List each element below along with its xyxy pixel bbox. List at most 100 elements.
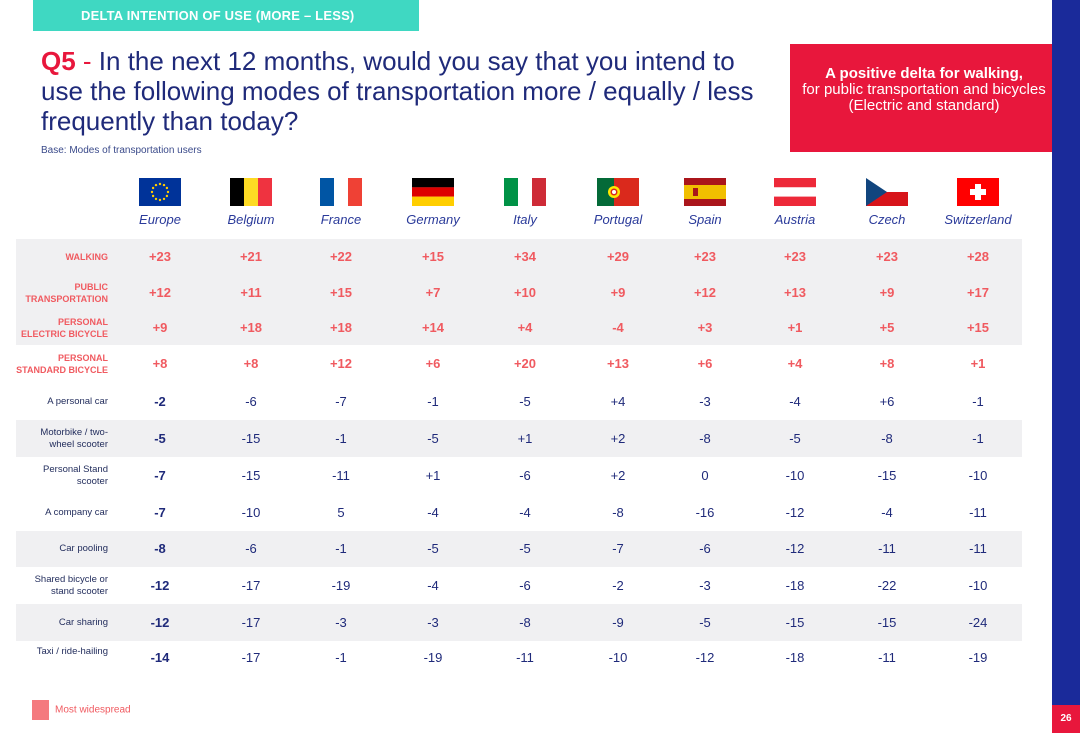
table-cell: +13 [783, 284, 807, 300]
country-name: Portugal [593, 212, 643, 227]
country-column-header: Switzerland [938, 178, 1018, 227]
country-name: Italy [513, 212, 537, 227]
country-column-header: Italy [485, 178, 565, 227]
table-cell: -14 [150, 650, 170, 665]
table-cell: -5 [154, 430, 166, 446]
table-cell: +15 [421, 249, 445, 264]
table-cell: -4 [427, 504, 439, 520]
table-cell: -5 [789, 430, 801, 446]
row-label: WALKING [65, 252, 109, 262]
question-dash: - [75, 46, 99, 76]
row-label: PERSONAL STANDARD BICYCLE [16, 353, 108, 375]
table-cell: +2 [610, 430, 626, 446]
table-row: Car sharing -12 -17 -3 -3 -8 -9 -5 -15 -15 -24 [16, 604, 1022, 641]
table-cell: +15 [966, 319, 990, 335]
table-cell: -1 [335, 541, 347, 556]
table-cell: +23 [148, 249, 172, 264]
table-cell: -5 [427, 541, 439, 556]
table-cell: -24 [968, 614, 988, 630]
country-column-header: Belgium [211, 178, 291, 227]
table-cell: +34 [513, 249, 537, 264]
country-name: Czech [868, 212, 906, 227]
table-cell: -18 [785, 650, 805, 665]
country-column-header: Germany [393, 178, 473, 227]
table-cell: -8 [154, 541, 166, 556]
table-cell: -11 [332, 467, 350, 483]
country-name: Austria [774, 212, 816, 227]
country-header: Europe Belgium France Germany Italy Portugal S… [0, 178, 1030, 234]
row-label: A company car [45, 506, 108, 518]
table-cell: -7 [154, 467, 166, 483]
table-cell: +6 [697, 356, 713, 371]
country-name: Germany [406, 212, 460, 227]
table-cell: +9 [610, 284, 626, 300]
table-cell: +14 [421, 319, 445, 335]
table-cell: +28 [966, 249, 990, 264]
table-cell: -12 [695, 650, 715, 665]
table-cell: +11 [240, 284, 262, 300]
table-cell: -18 [785, 577, 805, 593]
row-label: PERSONAL ELECTRIC BICYCLE [20, 316, 108, 339]
table-cell: -1 [335, 430, 347, 446]
table-cell: -11 [878, 650, 896, 665]
table-row: Motorbike / two-wheel scooter -5 -15 -1 -5 +1… [16, 420, 1022, 457]
table-cell: -12 [150, 614, 170, 630]
table-cell: -22 [877, 577, 897, 593]
table-cell: +13 [606, 356, 630, 371]
table-cell: +1 [517, 430, 533, 446]
table-cell: -6 [245, 393, 257, 409]
table-cell: -5 [519, 393, 531, 409]
country-name: Belgium [227, 212, 275, 227]
table-cell: -7 [612, 541, 624, 556]
table-row: Taxi / ride-hailing -14 -17 -1 -19 -11 -10 -12 -… [16, 641, 1022, 675]
table-cell: +7 [425, 284, 441, 300]
country-column-header: France [301, 178, 381, 227]
table-cell: +4 [517, 319, 533, 335]
table-cell: -17 [241, 614, 261, 630]
page-number: 26 [1052, 705, 1080, 733]
row-label: Car sharing [58, 616, 108, 628]
table-cell: -8 [881, 430, 893, 446]
table-cell: -7 [154, 504, 166, 520]
table-cell: -10 [968, 467, 988, 483]
key-insight-callout: A positive delta for walking, for public… [790, 44, 1058, 152]
table-cell: -11 [516, 650, 534, 665]
row-label: Car pooling [59, 543, 108, 554]
question-title: Q5 - In the next 12 months, would you sa… [41, 46, 761, 136]
table-cell: +9 [879, 284, 895, 300]
table-row: Personal Stand scooter -7 -15 -11 +1 -6 +2 0 -10… [16, 457, 1022, 494]
table-cell: +2 [610, 467, 626, 483]
table-cell: +8 [879, 356, 895, 371]
table-cell: -15 [241, 430, 261, 446]
table-cell: -5 [519, 541, 531, 556]
italy-flag-icon [504, 178, 546, 206]
table-cell: -3 [699, 577, 711, 593]
table-cell: +23 [875, 249, 899, 264]
base-note: Base: Modes of transportation users [41, 145, 202, 156]
switzerland-flag-icon [957, 178, 999, 206]
table-cell: +18 [329, 319, 353, 335]
table-cell: -2 [154, 393, 166, 409]
side-accent-bar [1052, 0, 1080, 733]
question-number: Q5 [41, 46, 76, 76]
france-flag-icon [320, 178, 362, 206]
table-cell: 5 [337, 504, 345, 520]
table-cell: +5 [879, 319, 895, 335]
table-cell: -1 [427, 393, 439, 409]
table-cell: +21 [239, 249, 263, 264]
eu-flag-icon [139, 178, 181, 206]
country-name: Switzerland [944, 212, 1012, 227]
table-cell: +1 [787, 319, 803, 335]
row-label: PUBLIC TRANSPORTATION [25, 281, 108, 304]
table-cell: -5 [427, 430, 439, 446]
table-cell: -10 [608, 650, 628, 665]
table-cell: -11 [969, 504, 987, 520]
country-column-header: Portugal [578, 178, 658, 227]
table-cell: +22 [329, 249, 353, 264]
table-cell: +29 [606, 249, 630, 264]
country-name: Spain [688, 212, 722, 227]
country-column-header: Europe [120, 178, 200, 227]
table-cell: +23 [693, 249, 717, 264]
callout-headline: A positive delta for walking, [825, 65, 1023, 82]
table-cell: -19 [331, 577, 351, 593]
